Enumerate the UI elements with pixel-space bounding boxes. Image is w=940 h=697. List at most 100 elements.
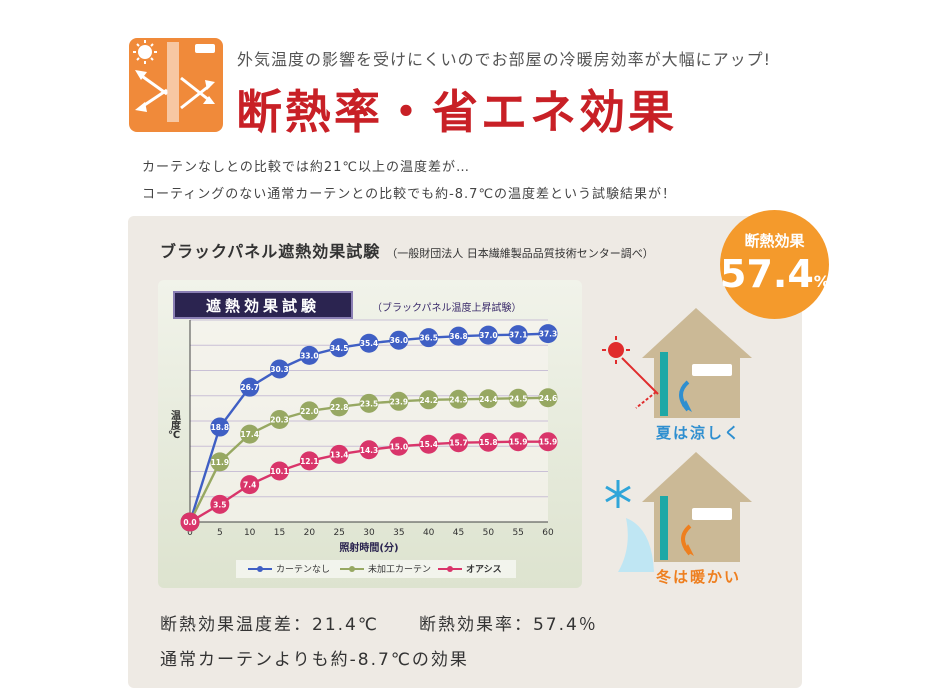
x-tick-label: 55 [512,528,523,538]
chart-title-box [173,291,353,319]
data-point [389,436,409,456]
x-tick-label: 40 [423,528,435,538]
data-point [270,461,289,481]
data-point [299,451,319,471]
data-label: 15.9 [509,438,528,447]
data-label: 3.5 [213,500,226,509]
data-label: 12.1 [300,457,319,466]
data-label: 35.4 [360,339,379,348]
data-label: 23.5 [360,399,379,408]
x-tick-label: 0 [187,528,193,538]
data-label: 0.0 [183,518,196,527]
data-point [419,390,439,410]
x-tick-label: 45 [453,528,464,538]
legend-entry: オアシス [466,564,502,575]
data-label: 33.0 [300,351,319,360]
data-point [538,432,558,452]
data-point [240,424,260,444]
data-point [538,388,558,408]
data-point [270,409,289,429]
x-tick-label: 25 [333,528,344,538]
x-tick-label: 20 [304,528,316,538]
data-point [449,389,468,409]
panel-title-text: ブラックパネル遮熱効果試験 [160,242,381,261]
data-point [210,417,230,437]
data-label: 22.8 [330,403,349,412]
data-label: 30.3 [270,365,289,374]
line-chart: 遮熱効果試験 （ブラックパネル温度上昇試験） 0 5 10 15 20 25 30 35 40 45 5… [158,280,582,588]
data-label: 24.6 [539,394,558,403]
data-point [270,359,289,379]
data-point [449,326,468,346]
data-label: 15.7 [449,439,468,448]
data-label: 7.4 [243,481,256,490]
result-line-2: 通常カーテンよりも約-8.7℃の効果 [160,650,469,670]
data-point [419,434,439,454]
badge-number: 57.4 [720,252,814,296]
data-point [478,325,498,345]
x-tick-label: 10 [244,528,256,538]
data-label: 22.0 [300,407,319,416]
data-label: 37.1 [509,331,528,340]
badge-value: 57.4% [720,252,830,296]
data-label: 17.4 [240,430,259,439]
winter-house-icon [618,452,752,572]
legend-swatch-dot [349,566,355,572]
data-label: 20.3 [270,415,289,424]
badge-label: 断熱効果 [744,232,805,250]
data-point [389,330,409,350]
effect-rate: 断熱効果率：57.4％ [418,615,598,635]
data-label: 24.5 [509,394,528,403]
data-point [240,475,260,495]
insulation-icon [129,38,223,132]
data-point [210,494,230,514]
data-point [389,391,409,411]
x-axis-label: 照射時間(分) [339,541,398,554]
data-label: 36.5 [419,334,438,343]
season-illustration [596,300,776,590]
data-label: 15.8 [479,438,498,447]
panel-source: （一般財団法人 日本繊維製品品質技術センター調べ） [386,247,654,260]
data-point [508,388,528,408]
page-title: 断熱率・省エネ効果 [236,85,677,139]
x-tick-label: 35 [393,528,404,538]
data-point [478,389,498,409]
data-point [359,440,379,460]
summer-label: 夏は涼しく [656,424,742,442]
x-tick-label: 15 [274,528,285,538]
data-label: 37.0 [479,331,498,340]
data-point [538,324,558,344]
data-point [329,397,349,417]
legend-box [236,560,516,578]
data-label: 14.3 [360,446,379,455]
data-label: 18.8 [211,423,230,432]
data-label: 10.1 [270,467,289,476]
data-label: 15.4 [419,440,438,449]
x-tick-label: 30 [363,528,375,538]
winter-label: 冬は暖かい [656,568,742,586]
data-label: 13.4 [330,450,349,459]
chart-title: 遮熱効果試験 [206,297,320,315]
sun-icon [602,336,659,409]
intro-line-1: カーテンなしとの比較では約21℃以上の温度差が… [142,160,471,175]
legend-entry: カーテンなし [276,564,330,575]
data-label: 15.9 [539,438,558,447]
result-line-1: 断熱効果温度差：21.4℃ 断熱効果率：57.4％ [160,610,598,635]
intro-line-2: コーティングのない通常カーテンとの比較でも約-8.7℃の温度差という試験結果が！ [142,187,677,202]
data-point [508,325,528,345]
data-label: 34.5 [330,344,349,353]
data-label: 26.7 [240,383,259,392]
data-label: 36.8 [449,332,468,341]
temp-diff: 断熱効果温度差：21.4℃ [160,615,379,635]
data-point [449,433,468,453]
data-label: 37.3 [539,330,558,339]
chart-svg: 遮熱効果試験 （ブラックパネル温度上昇試験） 0 5 10 15 20 25 30 35 40 45 5… [158,280,582,588]
data-point [478,432,498,452]
data-label: 15.0 [390,442,409,451]
legend-swatch-dot [257,566,263,572]
data-point [508,432,528,452]
header-subtitle: 外気温度の影響を受けにくいのでお部屋の冷暖房効率が大幅にアップ! [237,50,772,69]
data-label: 24.4 [479,395,498,404]
data-label: 24.2 [419,396,438,405]
data-label: 23.9 [390,397,409,406]
